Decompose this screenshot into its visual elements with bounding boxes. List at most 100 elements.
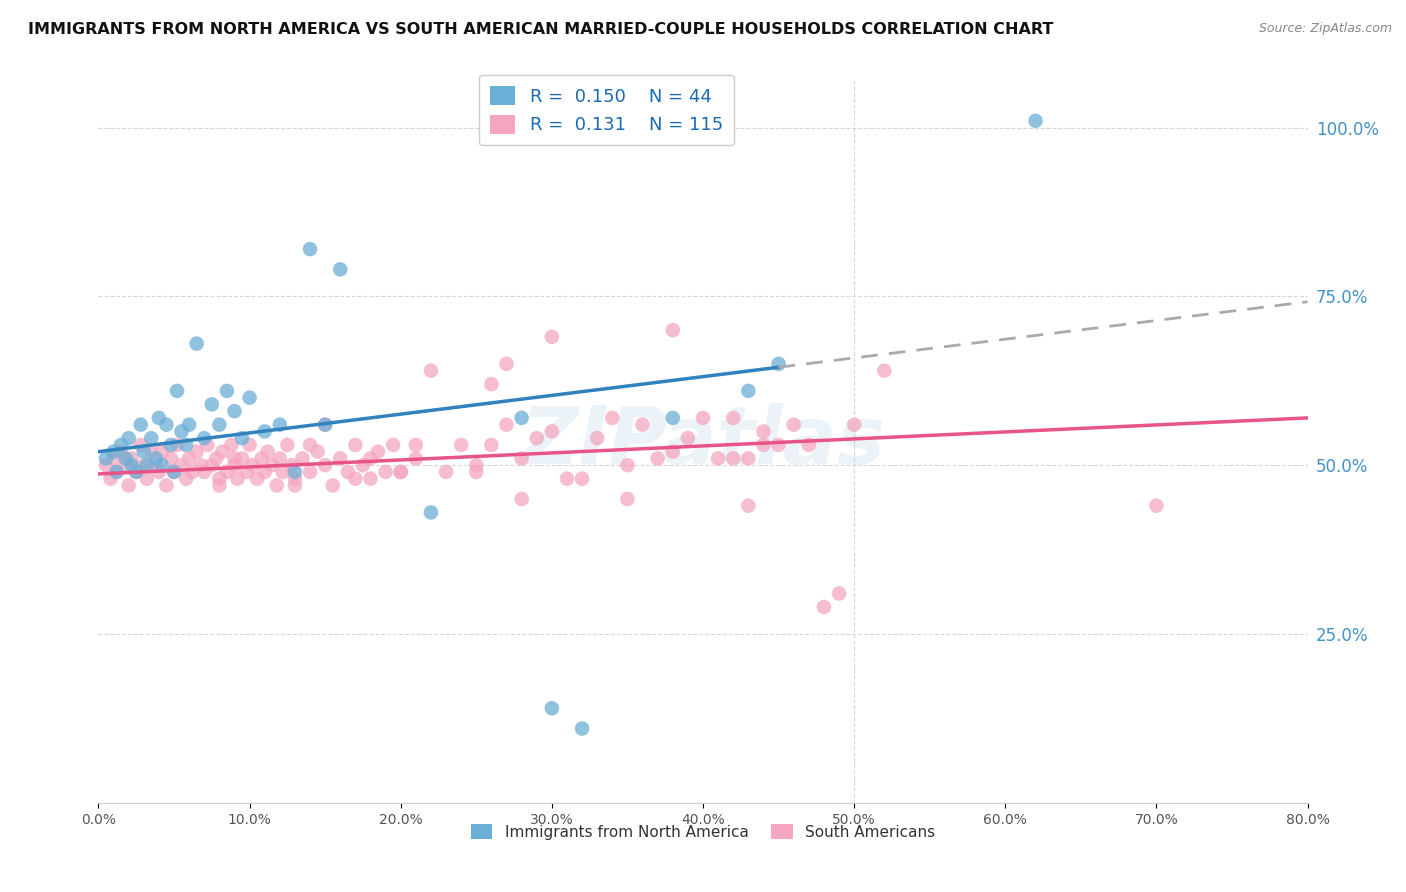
Point [208, 472, 231, 486]
Point [266, 478, 288, 492]
Point [231, 431, 253, 445]
Point [661, 411, 683, 425]
Point [145, 451, 167, 466]
Point [737, 451, 759, 466]
Point [616, 458, 638, 472]
Point [121, 451, 143, 466]
Point [132, 444, 155, 458]
Point [526, 431, 548, 445]
Point [692, 411, 714, 425]
Point [344, 472, 367, 486]
Point [768, 357, 790, 371]
Point [752, 425, 775, 439]
Point [269, 417, 291, 432]
Point [586, 431, 609, 445]
Point [737, 499, 759, 513]
Point [314, 458, 336, 472]
Point [239, 438, 262, 452]
Point [190, 458, 212, 472]
Point [844, 417, 866, 432]
Point [676, 431, 699, 445]
Point [253, 465, 276, 479]
Point [208, 417, 231, 432]
Point [201, 458, 224, 472]
Legend: Immigrants from North America, South Americans: Immigrants from North America, South Ame… [465, 818, 941, 846]
Point [141, 431, 163, 445]
Point [571, 722, 593, 736]
Point [239, 391, 262, 405]
Point [510, 491, 533, 506]
Point [465, 465, 488, 479]
Point [135, 458, 157, 472]
Point [166, 438, 188, 452]
Point [100, 472, 122, 486]
Point [179, 451, 201, 466]
Point [215, 384, 238, 398]
Point [284, 478, 307, 492]
Point [170, 425, 193, 439]
Point [307, 444, 329, 458]
Point [602, 411, 624, 425]
Point [235, 465, 257, 479]
Text: IMMIGRANTS FROM NORTH AMERICA VS SOUTH AMERICAN MARRIED-COUPLE HOUSEHOLDS CORREL: IMMIGRANTS FROM NORTH AMERICA VS SOUTH A… [28, 22, 1053, 37]
Point [94, 451, 117, 466]
Point [314, 417, 336, 432]
Point [181, 465, 204, 479]
Point [374, 465, 396, 479]
Point [253, 425, 276, 439]
Point [329, 451, 352, 466]
Point [510, 451, 533, 466]
Point [299, 438, 322, 452]
Point [246, 472, 269, 486]
Point [752, 438, 775, 452]
Point [768, 438, 790, 452]
Point [828, 586, 851, 600]
Point [256, 444, 278, 458]
Point [661, 444, 683, 458]
Point [155, 417, 177, 432]
Point [284, 472, 307, 486]
Point [118, 431, 141, 445]
Point [135, 472, 157, 486]
Point [631, 417, 654, 432]
Point [1144, 499, 1167, 513]
Point [271, 465, 294, 479]
Point [150, 458, 173, 472]
Point [221, 438, 243, 452]
Point [495, 357, 517, 371]
Point [352, 458, 374, 472]
Point [389, 465, 412, 479]
Point [571, 472, 593, 486]
Point [224, 458, 246, 472]
Point [155, 478, 177, 492]
Point [215, 465, 238, 479]
Point [163, 465, 186, 479]
Point [160, 438, 183, 452]
Point [201, 397, 224, 411]
Point [193, 465, 215, 479]
Point [540, 330, 562, 344]
Point [661, 323, 683, 337]
Point [125, 465, 148, 479]
Point [367, 444, 389, 458]
Point [103, 444, 125, 458]
Point [555, 472, 578, 486]
Point [226, 472, 249, 486]
Point [166, 384, 188, 398]
Point [420, 505, 443, 519]
Point [707, 451, 730, 466]
Point [873, 364, 896, 378]
Point [737, 384, 759, 398]
Point [145, 458, 167, 472]
Point [405, 438, 427, 452]
Point [174, 472, 197, 486]
Point [118, 478, 141, 492]
Point [105, 465, 128, 479]
Point [481, 438, 503, 452]
Text: Source: ZipAtlas.com: Source: ZipAtlas.com [1258, 22, 1392, 36]
Point [163, 465, 186, 479]
Point [250, 451, 273, 466]
Point [94, 458, 117, 472]
Point [110, 438, 132, 452]
Point [405, 451, 427, 466]
